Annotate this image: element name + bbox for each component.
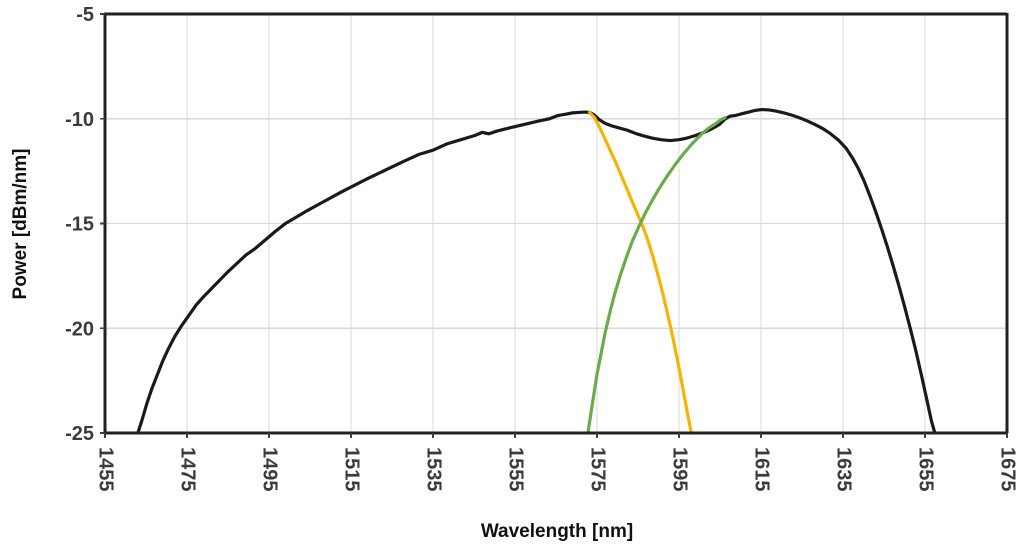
axis-lines [103,12,1009,435]
y-tick-label: -20 [65,318,94,340]
y-tick-label: -5 [76,4,94,26]
y-tick-label: -10 [65,109,94,131]
x-tick-label: 1495 [259,447,281,492]
series-line-filtered-band-green [586,116,727,435]
x-tick-label: 1675 [997,447,1019,492]
x-tick-label: 1655 [915,447,937,492]
y-tick-label: -25 [65,423,94,445]
tick-marks [100,13,1008,438]
x-tick-label: 1595 [669,447,691,492]
x-tick-label: 1475 [177,447,199,492]
x-tick-label: 1615 [751,447,773,492]
x-tick-label: 1555 [505,447,527,492]
x-tick-label: 1515 [341,447,363,492]
y-axis-title: Power [dBm/nm] [10,149,31,300]
x-axis-tick-labels: 1455 1475 1495 1515 1535 1555 1575 1595 1615 1635… [95,447,1019,492]
y-axis-tick-labels: -25 -20 -15 -10 -5 [65,4,94,445]
x-tick-label: 1535 [423,447,445,492]
x-tick-label: 1455 [95,447,117,492]
x-tick-label: 1635 [833,447,855,492]
series-line-filtered-band-yellow [588,110,693,435]
data-series-group [136,107,937,435]
x-axis-title: Wavelength [nm] [481,521,633,542]
x-tick-label: 1575 [587,447,609,492]
y-tick-label: -15 [65,214,94,236]
